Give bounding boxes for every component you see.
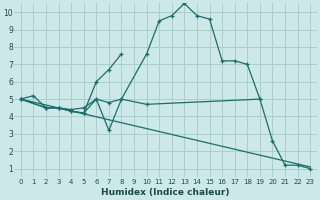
X-axis label: Humidex (Indice chaleur): Humidex (Indice chaleur) bbox=[101, 188, 230, 197]
